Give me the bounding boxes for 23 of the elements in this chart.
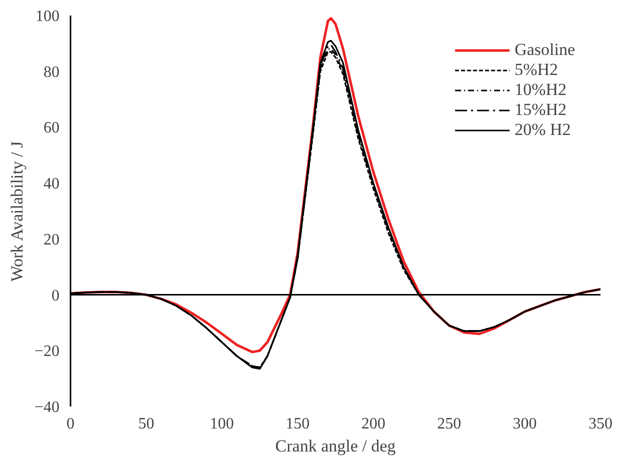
y-tick-label: 0: [52, 287, 60, 304]
x-tick-label: 350: [588, 416, 612, 432]
y-tick-label: −20: [34, 343, 60, 360]
y-tick-label: 60: [44, 120, 60, 137]
x-tick-label: 100: [210, 416, 234, 432]
y-tick-label: 100: [36, 8, 60, 25]
x-tick-label: 200: [361, 416, 386, 432]
x-axis-title: Crank angle / deg: [275, 436, 396, 456]
y-tick-label: 80: [44, 64, 60, 81]
x-tick-label: 300: [512, 416, 537, 432]
legend-label: 5%H2: [514, 60, 558, 80]
legend-label: 15%H2: [514, 100, 567, 120]
legend-label: 10%H2: [514, 80, 567, 100]
x-tick-label: 0: [66, 416, 74, 432]
legend-label: Gasoline: [514, 40, 575, 60]
x-tick-label: 50: [138, 416, 154, 432]
legend-label: 20% H2: [514, 120, 571, 140]
x-tick-label: 150: [286, 416, 310, 432]
y-tick-label: 20: [44, 231, 60, 248]
x-tick-label: 250: [437, 416, 462, 432]
y-tick-label: 40: [44, 176, 60, 193]
y-axis-title: Work Availability / J: [7, 140, 26, 282]
y-tick-label: −40: [34, 399, 60, 416]
